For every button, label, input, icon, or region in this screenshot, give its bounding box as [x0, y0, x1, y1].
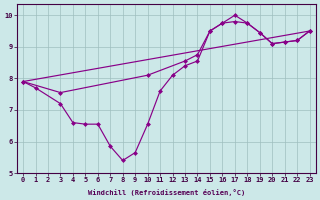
X-axis label: Windchill (Refroidissement éolien,°C): Windchill (Refroidissement éolien,°C): [88, 189, 245, 196]
